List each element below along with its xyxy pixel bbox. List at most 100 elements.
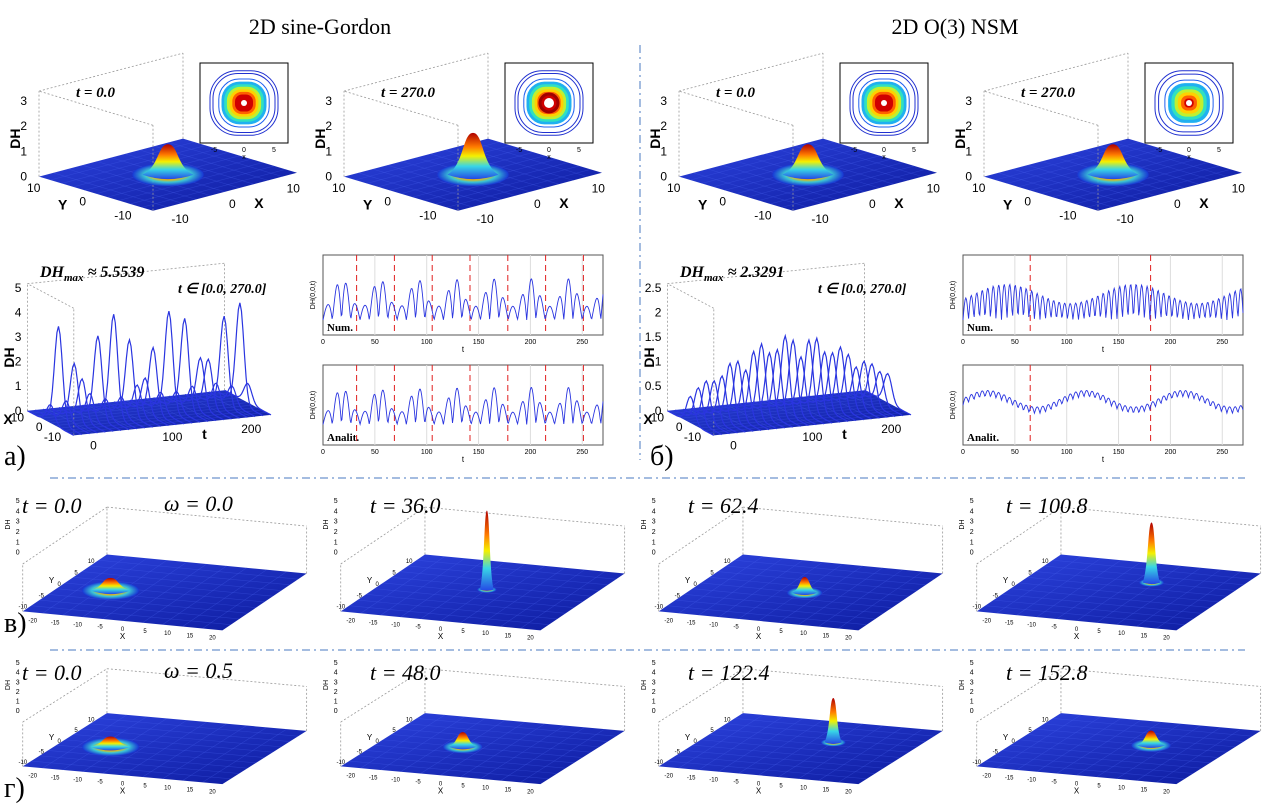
inset-tick-label: 0 xyxy=(882,147,886,154)
axis-label: Y xyxy=(49,576,55,585)
evolution-curve xyxy=(184,357,232,420)
axis-label: Y xyxy=(367,576,373,585)
time-label: t = 270.0 xyxy=(1021,85,1075,101)
surface-mesh xyxy=(692,588,893,608)
x-tick-label: 150 xyxy=(473,449,485,456)
x-tick-label: 0 xyxy=(1075,781,1079,787)
evolution-curve xyxy=(161,318,209,422)
evolution-curve xyxy=(801,350,849,422)
inset-contour xyxy=(1164,79,1214,127)
x-tick-label: 200 xyxy=(1165,339,1177,346)
x-tick-label: 20 xyxy=(845,789,852,795)
z-tick-label: 1 xyxy=(20,144,27,158)
surface-plane xyxy=(340,554,625,631)
z-tick-label: 5 xyxy=(652,498,656,505)
y-tick-label: 0 xyxy=(1024,195,1031,209)
x-tick-label: -20 xyxy=(28,773,37,779)
axis-label: Y xyxy=(698,197,708,213)
x-tick-label: 10 xyxy=(1118,785,1125,791)
surface-mesh xyxy=(798,567,883,625)
x-tick-label: 10 xyxy=(1118,631,1125,637)
x-tick-label: 20 xyxy=(527,789,534,795)
x-tick-label: 50 xyxy=(1011,449,1019,456)
x-tick-label: 250 xyxy=(1216,339,1228,346)
y-tick-label: -5 xyxy=(357,593,363,599)
box-edge xyxy=(678,52,824,92)
surface-mesh xyxy=(416,559,617,580)
surface-mesh xyxy=(738,719,823,774)
x-tick-label: 0 xyxy=(121,627,125,633)
x-tick-label: 5 xyxy=(1097,629,1101,635)
axis-label: DH xyxy=(641,519,648,529)
x-tick-label: -5 xyxy=(97,779,103,785)
z-tick-label: 0 xyxy=(325,170,332,184)
surface-mesh xyxy=(440,563,525,622)
surface-mesh xyxy=(698,558,784,616)
axis-label: Y xyxy=(1003,733,1009,742)
inset-tick-label: 5 xyxy=(912,147,916,154)
z-tick-label: 3 xyxy=(970,519,974,526)
axis-label: DH xyxy=(5,680,12,690)
z-tick-label: 3 xyxy=(965,94,972,108)
axis-label: Y xyxy=(685,576,691,585)
x-tick-label: -10 xyxy=(1116,212,1134,226)
surface-mesh xyxy=(520,571,605,629)
y-tick-label: -5 xyxy=(675,593,681,599)
y-tick-label: 5 xyxy=(392,728,396,734)
surface-plane xyxy=(976,713,1261,785)
z-tick-label: 2 xyxy=(16,529,20,536)
z-tick-label: 0.5 xyxy=(645,379,662,393)
x-tick-label: 15 xyxy=(823,787,830,793)
surface-mesh xyxy=(1016,558,1102,616)
surface-mesh xyxy=(399,728,600,748)
inset-tick-label: 5 xyxy=(577,147,581,154)
inset-contour xyxy=(212,73,276,133)
surface-mesh xyxy=(1076,721,1161,776)
surface-mesh xyxy=(726,404,774,430)
surface-mesh xyxy=(698,716,784,771)
axis-label: DH xyxy=(323,680,330,690)
z-tick-label: 2 xyxy=(15,355,22,369)
z-tick-label: 1 xyxy=(334,699,338,706)
surface-mesh xyxy=(357,755,558,774)
surface-mesh xyxy=(1136,569,1221,627)
x-tick-label: -20 xyxy=(346,618,355,624)
inset-ring xyxy=(538,92,560,114)
surface-mesh xyxy=(90,723,290,742)
surface-mesh xyxy=(1006,145,1151,184)
surface-mesh xyxy=(770,165,915,205)
inset-contour xyxy=(849,70,919,136)
y-tick-label: -10 xyxy=(972,605,981,611)
evolution-curve xyxy=(848,362,896,418)
axis-label: X xyxy=(120,786,126,795)
inset-axis-label: x xyxy=(1187,154,1191,161)
surface-mesh xyxy=(399,571,600,591)
surface-mesh xyxy=(357,599,558,620)
max-value: ≈ 5.5539 xyxy=(88,264,145,281)
z-tick-label: 1 xyxy=(334,539,338,546)
x-tick-label: -10 xyxy=(1027,777,1036,783)
surface-mesh xyxy=(360,556,446,614)
x-tick-label: 0 xyxy=(676,420,683,434)
surface-mesh xyxy=(722,164,837,200)
surface-mesh xyxy=(480,725,565,780)
box-edge xyxy=(976,506,1062,565)
axis-label: Y xyxy=(367,733,373,742)
x-tick-label: 250 xyxy=(576,339,588,346)
axis-label: t xyxy=(202,426,207,442)
evolution-curve xyxy=(745,351,793,428)
evolution-curve xyxy=(753,347,801,427)
surface-mesh xyxy=(182,569,267,627)
axis-label: DH xyxy=(7,128,23,148)
panel-label: а) xyxy=(4,441,26,472)
axis-label: DH xyxy=(1,347,17,367)
plot-frame xyxy=(322,364,604,446)
x-tick-label: -15 xyxy=(51,620,60,626)
box-edge xyxy=(1060,506,1261,527)
x-tick-label: -20 xyxy=(346,773,355,779)
x-tick-label: 0 xyxy=(961,449,965,456)
surface-mesh xyxy=(672,392,870,414)
evolution-curve xyxy=(682,379,730,435)
evolution-curve xyxy=(761,333,809,427)
